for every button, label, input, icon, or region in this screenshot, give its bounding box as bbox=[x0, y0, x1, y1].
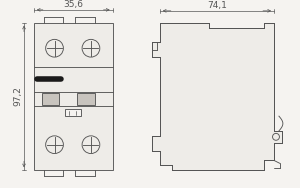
Bar bbox=[42, 92, 59, 105]
Polygon shape bbox=[152, 23, 282, 170]
Text: 35,6: 35,6 bbox=[63, 0, 83, 9]
Text: 74,1: 74,1 bbox=[207, 2, 227, 10]
Bar bbox=[34, 23, 112, 170]
Bar bbox=[65, 109, 81, 116]
Bar bbox=[77, 92, 95, 105]
Text: 97,2: 97,2 bbox=[14, 86, 22, 106]
